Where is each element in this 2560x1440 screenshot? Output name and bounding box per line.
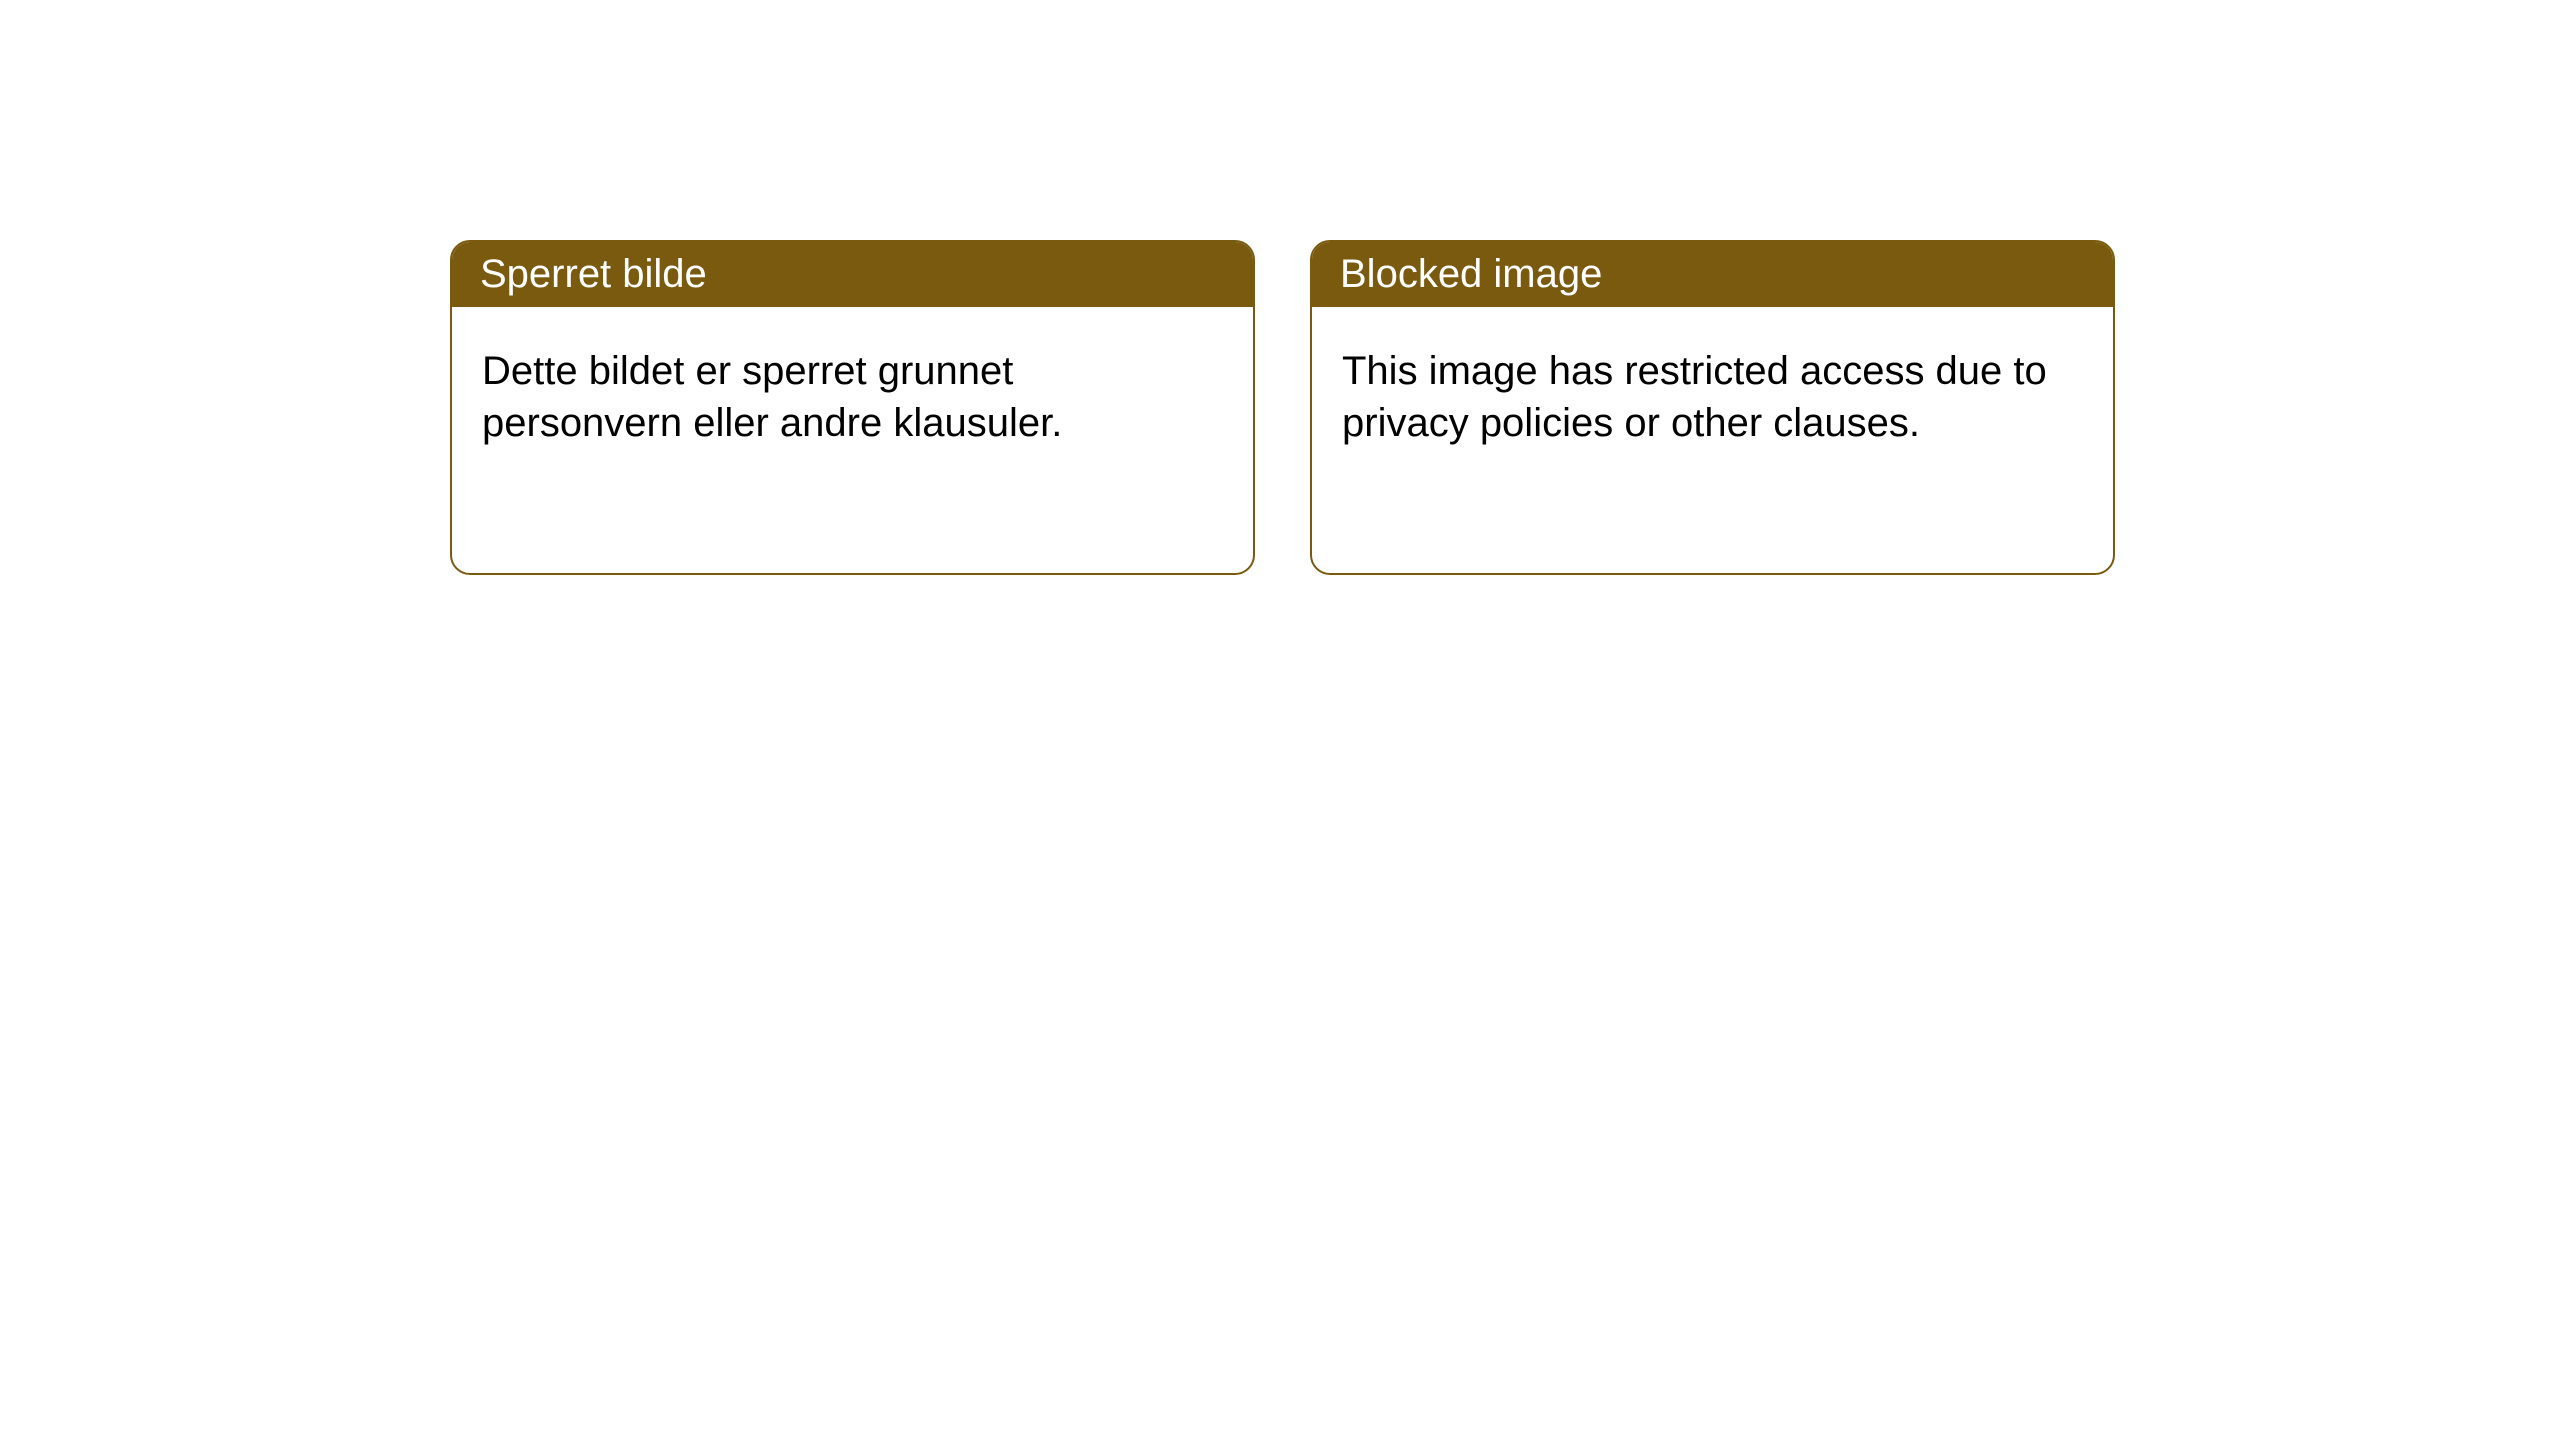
notice-header-norwegian: Sperret bilde xyxy=(452,242,1253,307)
notices-container: Sperret bilde Dette bildet er sperret gr… xyxy=(0,0,2560,575)
notice-box-norwegian: Sperret bilde Dette bildet er sperret gr… xyxy=(450,240,1255,575)
notice-body-text: This image has restricted access due to … xyxy=(1342,349,2047,445)
notice-title: Sperret bilde xyxy=(480,252,707,296)
notice-body-text: Dette bildet er sperret grunnet personve… xyxy=(482,349,1062,445)
notice-body-english: This image has restricted access due to … xyxy=(1312,307,2113,487)
notice-body-norwegian: Dette bildet er sperret grunnet personve… xyxy=(452,307,1253,487)
notice-title: Blocked image xyxy=(1340,252,1602,296)
notice-header-english: Blocked image xyxy=(1312,242,2113,307)
notice-box-english: Blocked image This image has restricted … xyxy=(1310,240,2115,575)
